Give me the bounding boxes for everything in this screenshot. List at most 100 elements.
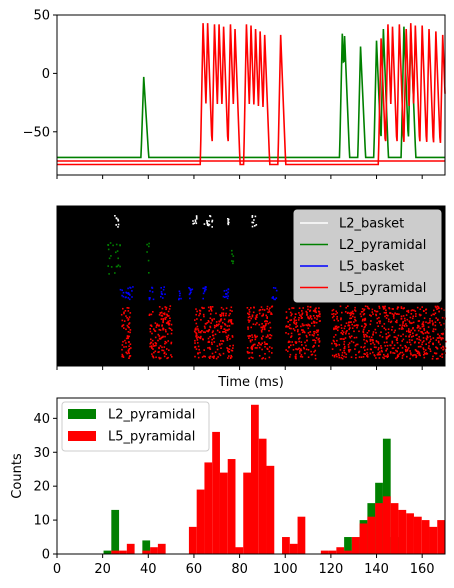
raster-spike (301, 329, 303, 331)
raster-spike (250, 307, 252, 309)
raster-spike (251, 215, 254, 217)
raster-spike (344, 325, 346, 327)
raster-spike (393, 314, 395, 316)
raster-spike (378, 320, 380, 323)
raster-spike (341, 351, 344, 354)
raster-spike (266, 316, 268, 318)
raster-spike (421, 323, 424, 326)
raster-spike (123, 312, 125, 315)
histogram-bar-L5_pyramidal (336, 547, 345, 554)
raster-spike (226, 297, 229, 300)
raster-spike (169, 317, 171, 319)
raster-spike (170, 341, 173, 344)
raster-spike (406, 348, 409, 351)
raster-spike (127, 318, 130, 320)
raster-spike (354, 306, 356, 309)
raster-spike (365, 333, 367, 336)
raster-spike (419, 345, 422, 348)
raster-spike (427, 332, 430, 334)
raster-spike (432, 337, 435, 339)
raster-spike (417, 325, 420, 328)
raster-spike (289, 341, 291, 343)
histogram-axes: 0 20 40 60 80 100 120 140 160 0 10 20 30 40 (33, 412, 434, 577)
raster-spike (410, 353, 412, 356)
raster-spike (227, 321, 230, 323)
raster-spike (271, 352, 273, 354)
raster-spike (155, 342, 158, 345)
raster-spike (401, 351, 404, 354)
raster-spike (396, 337, 398, 340)
raster-spike (203, 307, 205, 309)
raster-spike (316, 315, 318, 317)
raster-spike (232, 260, 235, 263)
raster-spike (126, 352, 128, 355)
raster-axes (56, 366, 423, 370)
raster-spike (383, 307, 386, 310)
raster-spike (204, 355, 206, 358)
raster-spike (409, 350, 411, 352)
raster-spike (285, 311, 288, 313)
raster-spike (335, 345, 337, 347)
raster-spike (387, 335, 390, 337)
raster-spike (383, 323, 386, 325)
raster-spike (427, 326, 430, 328)
raster-spike (264, 353, 266, 355)
raster-spike (213, 355, 215, 358)
raster-spike (114, 215, 116, 217)
raster-spike (384, 355, 386, 358)
raster-spike (267, 311, 269, 313)
raster-spike (292, 328, 295, 330)
raster-spike (375, 310, 378, 313)
raster-spike (369, 340, 372, 342)
raster-spike (115, 265, 118, 268)
raster-spike (160, 295, 162, 298)
raster-spike (415, 313, 417, 315)
raster-spike (421, 325, 424, 328)
raster-spike (361, 308, 364, 310)
raster-spike (149, 342, 152, 345)
raster-spike (362, 328, 365, 331)
raster-spike (350, 311, 352, 314)
raster-spike (352, 341, 355, 344)
raster-spike (298, 337, 301, 339)
histogram-bar-L5_pyramidal (375, 503, 383, 554)
raster-spike (380, 349, 383, 352)
raster-spike (224, 323, 226, 325)
raster-spike (412, 335, 415, 337)
raster-spike (372, 338, 374, 341)
raster-spike (247, 312, 249, 315)
raster-spike (360, 315, 363, 318)
raster-spike (338, 354, 340, 357)
raster-spike (222, 295, 225, 298)
raster-spike (205, 286, 207, 288)
voltage-ytick-label: 50 (33, 9, 50, 24)
raster-spike (270, 306, 273, 308)
raster-spike (248, 337, 250, 339)
raster-spike (341, 354, 343, 357)
raster-spike (409, 333, 412, 336)
raster-spike (120, 313, 123, 316)
raster-spike (227, 357, 229, 359)
raster-spike (107, 244, 110, 246)
raster-spike (288, 327, 291, 330)
raster-spike (437, 341, 440, 344)
raster-spike (211, 306, 214, 308)
raster-spike (417, 329, 420, 332)
raster-spike (121, 294, 123, 297)
raster-spike (316, 329, 318, 332)
raster-spike (251, 347, 254, 349)
raster-spike (162, 328, 165, 330)
raster-spike (258, 342, 260, 344)
raster-spike (316, 316, 319, 318)
voltage-frame (56, 14, 446, 176)
raster-spike (370, 343, 372, 345)
voltage-ytick-label: 0 (42, 67, 50, 82)
raster-spike (128, 323, 130, 325)
raster-spike (114, 272, 116, 274)
raster-spike (221, 343, 223, 345)
raster-spike (168, 308, 171, 310)
raster-spike (226, 339, 229, 341)
raster-spike (199, 337, 202, 340)
raster-spike (429, 335, 431, 338)
raster-spike (343, 327, 346, 330)
